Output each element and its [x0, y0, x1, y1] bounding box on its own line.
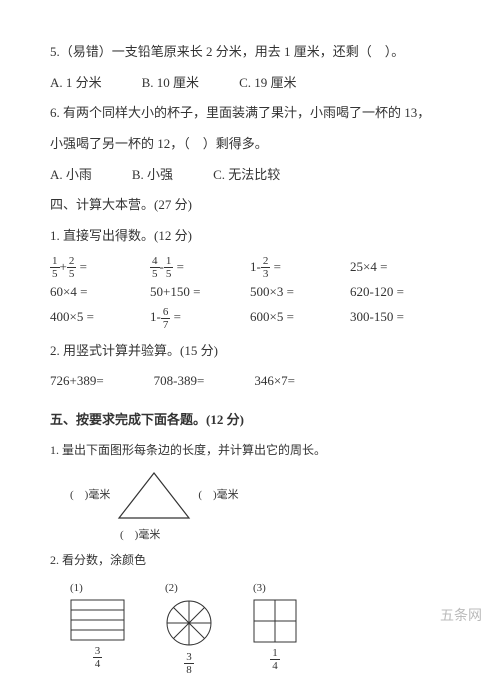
tri-left-label: ( )毫米	[70, 485, 110, 506]
pre: 1-	[150, 309, 161, 324]
eq-3b: 1-67 =	[150, 305, 250, 331]
frac-n: 6	[161, 306, 171, 319]
eq-1d: 25×4 =	[350, 255, 450, 281]
eq-3d: 300-150 =	[350, 305, 450, 331]
s4-p2: 2. 用竖式计算并验算。(15 分)	[50, 339, 450, 364]
shape-2: (2) 38	[165, 578, 213, 676]
shape-3: (3) 14	[253, 578, 297, 672]
q5-text: 5.（易错）一支铅笔原来长 2 分米，用去 1 厘米，还剩（ ）。	[50, 40, 450, 65]
eq-4b: 708-389=	[154, 369, 205, 394]
frac-d: 5	[50, 268, 60, 280]
triangle-figure: ( )毫米 ( )毫米	[70, 468, 450, 523]
tri-bottom-label: ( )毫米	[120, 525, 450, 546]
eq-4a: 726+389=	[50, 369, 104, 394]
eq-2a: 60×4 =	[50, 280, 150, 305]
frac-n: 1	[270, 647, 280, 660]
frac-d: 4	[270, 660, 280, 672]
eq-row-3: 400×5 = 1-67 = 600×5 = 300-150 =	[50, 305, 450, 331]
eq-2c: 500×3 =	[250, 280, 350, 305]
eq: =	[170, 309, 181, 324]
pie-8-icon	[165, 599, 213, 647]
eq-3c: 600×5 =	[250, 305, 350, 331]
q6-options: A. 小雨 B. 小强 C. 无法比较	[50, 163, 450, 188]
frac-n: 4	[150, 255, 160, 268]
eq-3a: 400×5 =	[50, 305, 150, 331]
frac-d: 5	[67, 268, 77, 280]
op: +	[60, 259, 67, 274]
frac-d: 5	[164, 268, 174, 280]
rect-4-rows-icon	[70, 599, 125, 641]
s4-title: 四、计算大本营。(27 分)	[50, 193, 450, 218]
eq-1b: 45-15 =	[150, 255, 250, 281]
frac-d: 3	[261, 268, 271, 280]
frac-d: 8	[184, 664, 194, 676]
q5-opt-c: C. 19 厘米	[239, 71, 296, 96]
eq: =	[270, 259, 281, 274]
triangle-icon	[114, 468, 194, 523]
eq-row-4: 726+389= 708-389= 346×7=	[50, 369, 450, 394]
q5-options: A. 1 分米 B. 10 厘米 C. 19 厘米	[50, 71, 450, 96]
frac-d: 5	[150, 268, 160, 280]
frac-n: 3	[184, 651, 194, 664]
eq-4c: 346×7=	[254, 369, 295, 394]
eq-1c: 1-23 =	[250, 255, 350, 281]
eq-row-2: 60×4 = 50+150 = 500×3 = 620-120 =	[50, 280, 450, 305]
s5-title: 五、按要求完成下面各题。(12 分)	[50, 408, 450, 433]
frac-n: 2	[67, 255, 77, 268]
shape-2-label: (2)	[165, 578, 178, 599]
pre: 1-	[250, 259, 261, 274]
s5-p2: 2. 看分数，涂颜色	[50, 549, 450, 572]
square-4-icon	[253, 599, 297, 643]
shapes-row: (1) 34 (2) 38 (3) 14	[70, 578, 450, 676]
shape-1-label: (1)	[70, 578, 83, 599]
s4-p1: 1. 直接写出得数。(12 分)	[50, 224, 450, 249]
shape-1: (1) 34	[70, 578, 125, 670]
q5-opt-a: A. 1 分米	[50, 71, 102, 96]
eq: =	[76, 259, 87, 274]
eq-1a: 15+25 =	[50, 255, 150, 281]
frac-n: 1	[50, 255, 60, 268]
q6-line1: 6. 有两个同样大小的杯子，里面装满了果汁，小雨喝了一杯的 13，	[50, 101, 450, 126]
q6-opt-c: C. 无法比较	[213, 163, 280, 188]
eq-2d: 620-120 =	[350, 280, 450, 305]
shape-3-label: (3)	[253, 578, 266, 599]
q6-opt-a: A. 小雨	[50, 163, 92, 188]
s5-p1: 1. 量出下面图形每条边的长度，并计算出它的周长。	[50, 439, 450, 462]
q6-opt-b: B. 小强	[132, 163, 173, 188]
eq: =	[173, 259, 184, 274]
frac-n: 1	[164, 255, 174, 268]
eq-2b: 50+150 =	[150, 280, 250, 305]
q6-line2: 小强喝了另一杯的 12，（ ）剩得多。	[50, 132, 450, 157]
frac-n: 2	[261, 255, 271, 268]
q5-opt-b: B. 10 厘米	[142, 71, 199, 96]
watermark: 五条网	[440, 602, 482, 629]
tri-right-label: ( )毫米	[198, 485, 238, 506]
frac-d: 4	[93, 658, 103, 670]
frac-d: 7	[161, 319, 171, 331]
frac-n: 3	[93, 645, 103, 658]
eq-row-1: 15+25 = 45-15 = 1-23 = 25×4 =	[50, 255, 450, 281]
